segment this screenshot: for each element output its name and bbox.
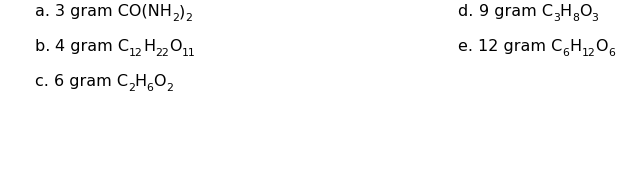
Text: 8: 8	[572, 13, 578, 23]
Text: 6: 6	[608, 48, 615, 58]
Text: c.: c.	[35, 74, 54, 89]
Text: 3 gram CO(NH: 3 gram CO(NH	[55, 4, 171, 19]
Text: 2: 2	[171, 13, 178, 23]
Text: 12: 12	[582, 48, 596, 58]
Text: H: H	[559, 4, 572, 19]
Text: H: H	[570, 39, 582, 54]
Text: O: O	[596, 39, 608, 54]
Text: H: H	[135, 74, 147, 89]
Text: 6: 6	[147, 82, 154, 93]
Text: 4 gram C: 4 gram C	[55, 39, 129, 54]
Text: O: O	[578, 4, 591, 19]
Text: 3: 3	[553, 13, 559, 23]
Text: 12: 12	[129, 48, 143, 58]
Text: 12 gram C: 12 gram C	[478, 39, 563, 54]
Text: 6: 6	[563, 48, 570, 58]
Text: 6 gram C: 6 gram C	[54, 74, 128, 89]
Text: 11: 11	[182, 48, 195, 58]
Text: 9 gram C: 9 gram C	[479, 4, 553, 19]
Text: H: H	[143, 39, 155, 54]
Text: e.: e.	[458, 39, 478, 54]
Text: O: O	[169, 39, 182, 54]
Text: ): )	[178, 4, 185, 19]
Text: 22: 22	[155, 48, 169, 58]
Text: 2: 2	[166, 82, 173, 93]
Text: 3: 3	[591, 13, 598, 23]
Text: O: O	[154, 74, 166, 89]
Text: d.: d.	[458, 4, 479, 19]
Text: a.: a.	[35, 4, 55, 19]
Text: 2: 2	[185, 13, 192, 23]
Text: 2: 2	[128, 82, 135, 93]
Text: b.: b.	[35, 39, 55, 54]
